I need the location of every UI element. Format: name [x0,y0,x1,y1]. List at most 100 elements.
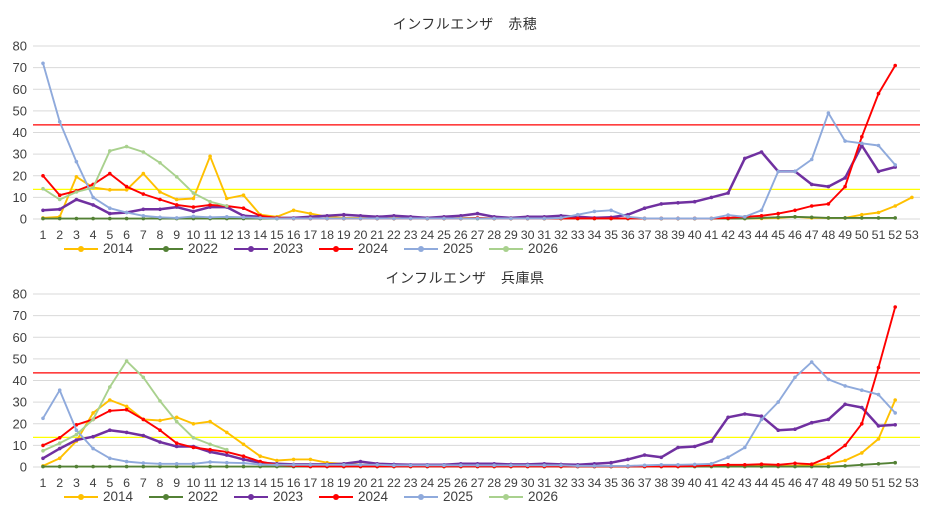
series-marker [158,161,162,165]
series-marker [826,216,831,220]
series-marker [692,462,697,467]
series-marker [308,463,313,467]
series-marker [57,436,62,440]
series-marker [225,215,229,219]
series-marker [158,190,162,194]
series-marker [174,415,179,420]
series-line-2026 [42,145,228,207]
series-marker [793,427,797,431]
series-marker [860,451,864,455]
svg-text:28: 28 [487,228,501,242]
series-marker [843,464,847,468]
series-marker [726,415,730,420]
series-marker [776,400,780,404]
series-marker [743,463,747,467]
legend-line-marker-2026 [489,493,523,500]
series-marker [793,208,797,213]
series-marker [325,463,329,467]
series-marker [876,365,881,370]
series-marker [876,210,881,215]
series-marker [642,206,647,210]
series-marker [174,444,179,449]
svg-text:10: 10 [187,476,201,490]
series-marker [41,174,45,178]
series-line-2024 [42,306,897,468]
series-marker [893,63,897,68]
legend-item-2026: 2026 [489,489,574,504]
series-marker [141,207,146,212]
svg-text:28: 28 [487,476,501,490]
legend-item-2022: 2022 [149,241,234,256]
svg-text:36: 36 [621,228,635,242]
svg-text:50: 50 [855,228,869,242]
series-marker [358,463,363,467]
series-marker [141,417,146,422]
series-marker [241,442,246,447]
series-marker [124,430,129,435]
svg-text:5: 5 [106,228,113,242]
svg-text:21: 21 [370,228,384,242]
series-marker [108,409,112,413]
svg-text:13: 13 [237,228,251,242]
chart-title: インフルエンザ 赤穂 [392,16,538,32]
legend-item-2024: 2024 [319,241,404,256]
legend-label: 2023 [273,489,304,504]
svg-text:18: 18 [320,476,334,490]
svg-text:0: 0 [20,212,27,227]
series-2014 [41,154,914,221]
chart-legend: 2014 2022 2023 2024 2025 2026 [64,241,574,256]
svg-text:44: 44 [755,228,769,242]
series-marker [592,464,597,468]
legend-item-2025: 2025 [404,241,489,256]
series-marker [425,463,430,468]
series-marker [843,176,847,180]
svg-text:29: 29 [504,228,518,242]
svg-text:35: 35 [604,476,618,490]
svg-text:32: 32 [554,476,568,490]
series-marker [41,216,45,221]
series-marker [225,460,229,465]
svg-text:41: 41 [705,476,719,490]
series-marker [91,434,95,439]
svg-text:25: 25 [437,476,451,490]
legend-line-marker-2014 [64,245,98,252]
svg-text:15: 15 [270,228,284,242]
series-marker [124,404,129,409]
series-marker [392,216,396,221]
series-marker [609,460,613,465]
svg-text:49: 49 [838,476,852,490]
svg-text:31: 31 [537,476,551,490]
series-marker [559,463,563,468]
series-marker [659,455,664,460]
series-marker [191,462,196,466]
series-marker [241,464,246,469]
series-marker [74,175,79,179]
series-marker [74,438,79,442]
series-marker [241,461,246,465]
series-marker [743,156,747,161]
y-axis-labels: 0 10 20 30 40 50 60 70 80 [13,39,27,227]
legend-label: 2024 [358,489,389,504]
series-marker [57,216,62,221]
series-marker [475,216,480,221]
legend-label: 2014 [103,241,134,256]
svg-text:30: 30 [13,395,27,410]
series-marker [642,453,647,457]
series-marker [208,203,212,207]
series-marker [325,216,329,221]
series-marker [308,457,313,462]
svg-text:30: 30 [13,147,27,162]
series-marker [91,203,95,207]
series-marker [609,208,613,213]
svg-text:6: 6 [123,476,130,490]
svg-text:9: 9 [173,476,180,490]
series-2023 [41,143,897,220]
series-marker [158,399,162,403]
series-marker [843,216,847,220]
series-marker [692,199,697,204]
series-marker [41,464,45,469]
series-marker [659,463,664,467]
legend-item-2025: 2025 [404,489,489,504]
svg-text:17: 17 [304,228,318,242]
series-marker [626,464,630,468]
